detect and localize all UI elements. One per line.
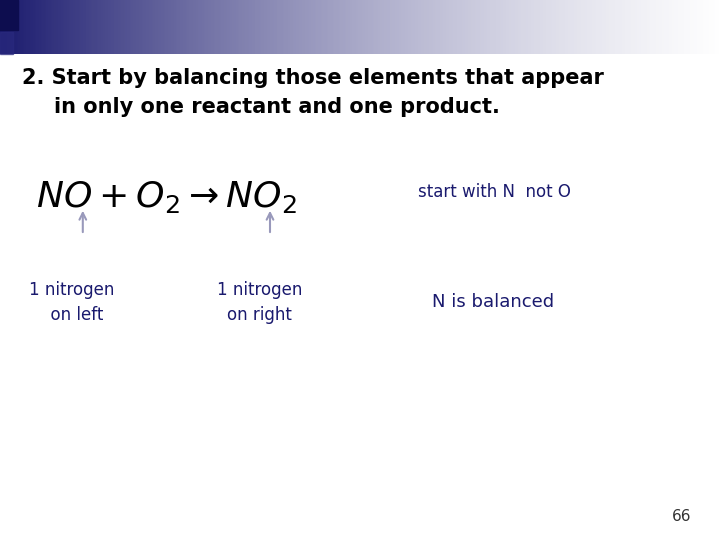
Text: 1 nitrogen
on right: 1 nitrogen on right — [217, 281, 302, 324]
Text: in only one reactant and one product.: in only one reactant and one product. — [54, 97, 500, 117]
Text: start with N  not O: start with N not O — [418, 183, 570, 201]
Bar — [0, 0, 18, 30]
Text: 66: 66 — [672, 509, 691, 524]
Text: N is balanced: N is balanced — [432, 293, 554, 312]
Bar — [0, 32, 12, 54]
Text: 2. Start by balancing those elements that appear: 2. Start by balancing those elements tha… — [22, 68, 603, 87]
Text: 1 nitrogen
  on left: 1 nitrogen on left — [30, 281, 114, 324]
Text: $\mathit{NO} + \mathit{O}_{2} \rightarrow \mathit{NO}_{2}$: $\mathit{NO} + \mathit{O}_{2} \rightarro… — [36, 179, 297, 215]
